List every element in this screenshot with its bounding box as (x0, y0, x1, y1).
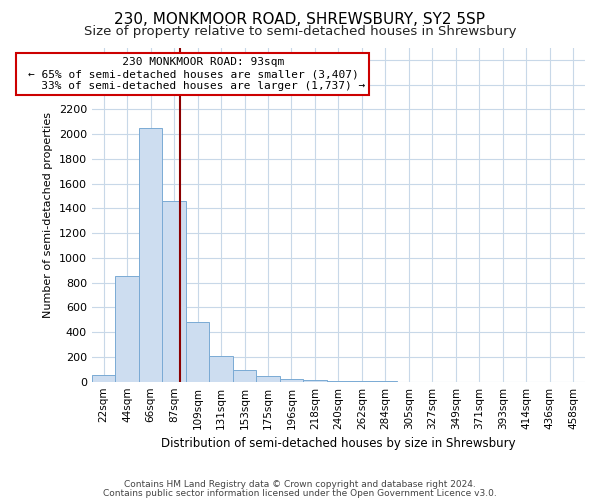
Bar (115, 276, 139, 382)
X-axis label: Distribution of semi-detached houses by size in Shrewsbury: Distribution of semi-detached houses by … (161, 437, 516, 450)
Bar (280, 379, 303, 382)
Bar (92, 376, 115, 382)
Bar (327, 381, 350, 382)
Bar (303, 380, 327, 382)
Y-axis label: Number of semi-detached properties: Number of semi-detached properties (43, 112, 53, 318)
Bar (139, 128, 163, 382)
Bar (163, 201, 186, 382)
Text: Contains public sector information licensed under the Open Government Licence v3: Contains public sector information licen… (103, 488, 497, 498)
Bar (209, 356, 233, 382)
Text: Contains HM Land Registry data © Crown copyright and database right 2024.: Contains HM Land Registry data © Crown c… (124, 480, 476, 489)
Bar (233, 370, 256, 382)
Bar (256, 376, 280, 382)
Text: Size of property relative to semi-detached houses in Shrewsbury: Size of property relative to semi-detach… (84, 25, 516, 38)
Text: 230, MONKMOOR ROAD, SHREWSBURY, SY2 5SP: 230, MONKMOOR ROAD, SHREWSBURY, SY2 5SP (115, 12, 485, 28)
Text: 230 MONKMOOR ROAD: 93sqm
← 65% of semi-detached houses are smaller (3,407)
   33: 230 MONKMOOR ROAD: 93sqm ← 65% of semi-d… (21, 58, 365, 90)
Bar (186, 322, 209, 382)
